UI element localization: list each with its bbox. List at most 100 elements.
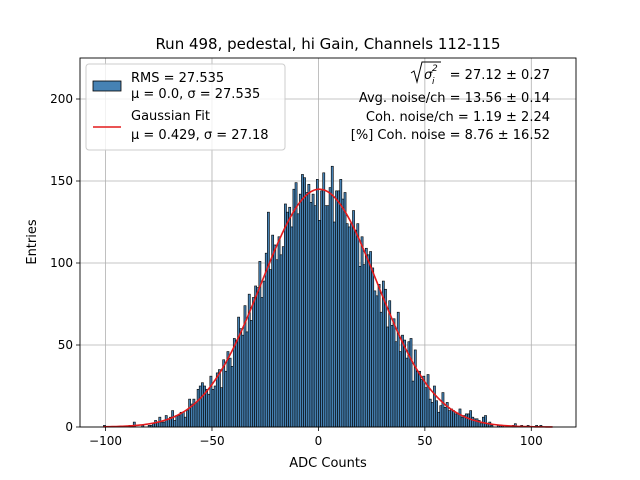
histogram-bar — [435, 400, 438, 428]
histogram-bar — [286, 211, 289, 428]
histogram-bar — [456, 413, 460, 428]
legend-box — [85, 63, 286, 151]
histogram-bar — [405, 357, 409, 428]
histogram-bar — [288, 206, 292, 428]
histogram-bar — [403, 339, 406, 428]
y-tick-label: 150 — [50, 174, 73, 188]
histogram-bar — [362, 264, 366, 428]
x-tick-label: 100 — [520, 434, 543, 448]
histogram-bar — [250, 320, 253, 428]
histogram-bar — [390, 325, 394, 428]
histogram-bar — [230, 366, 234, 428]
histogram-bar — [275, 259, 279, 428]
histogram-bar — [343, 192, 347, 428]
histogram-bar — [264, 252, 268, 428]
histogram-bar — [273, 244, 277, 428]
histogram-bar — [430, 402, 434, 428]
histogram-bar — [339, 179, 343, 428]
histogram-bar — [205, 388, 209, 428]
histogram-bar — [235, 339, 238, 428]
histogram-bar — [162, 421, 166, 428]
histogram-bar — [239, 328, 243, 428]
chart-title: Run 498, pedestal, hi Gain, Channels 112… — [155, 35, 500, 53]
histogram-bar — [279, 254, 283, 428]
histogram-bar — [367, 254, 370, 428]
histogram-bar — [454, 413, 458, 428]
histogram-bar — [160, 421, 164, 428]
histogram-bar — [467, 413, 470, 428]
histogram-bar — [426, 374, 430, 428]
histogram-bar — [207, 393, 211, 428]
x-axis-ticks: −100 −50 0 50 100 — [89, 427, 543, 448]
legend-histogram-stats: μ = 0.0, σ = 27.535 — [131, 87, 260, 102]
histogram-bar — [222, 359, 226, 428]
histogram-bar — [350, 223, 353, 428]
histogram-bar — [409, 338, 413, 428]
histogram-bar — [460, 416, 464, 428]
histogram-bar — [196, 388, 200, 428]
histogram-bar — [341, 198, 345, 428]
histogram-bar — [479, 423, 483, 428]
histogram-bar — [201, 382, 204, 428]
histogram-bar — [154, 420, 157, 428]
histogram-bar — [369, 251, 372, 428]
histogram-bar — [292, 188, 296, 428]
histogram-bar — [422, 375, 426, 428]
histogram-bar — [392, 318, 396, 428]
histogram-bar — [447, 410, 451, 428]
svg-text:i: i — [432, 77, 435, 87]
histogram-bar — [428, 398, 432, 428]
histogram-bar — [396, 311, 400, 428]
histogram-bar — [177, 415, 181, 428]
histogram-bar — [458, 408, 462, 428]
histogram-bar — [309, 202, 313, 428]
histogram-bar — [271, 234, 275, 428]
histogram-bar — [188, 398, 191, 428]
histogram-bar — [345, 223, 349, 428]
histogram-bar — [416, 370, 419, 428]
histogram-bar — [252, 297, 255, 428]
histogram-bar — [220, 387, 223, 428]
histogram-bar — [377, 284, 381, 428]
histogram-bar — [294, 182, 298, 428]
histogram-bar — [320, 190, 323, 428]
histogram-bar — [215, 372, 219, 428]
histogram-bar — [420, 379, 424, 428]
plot-frame — [79, 57, 577, 428]
histogram-bar — [267, 211, 270, 428]
histogram-bar — [418, 370, 421, 428]
histogram-bar — [152, 423, 155, 428]
histogram-bar — [256, 287, 260, 428]
histogram-bar — [181, 411, 185, 428]
histogram-bar — [373, 290, 377, 428]
histogram-bar — [213, 385, 217, 428]
histogram-bar — [354, 229, 358, 428]
svg-text:2: 2 — [432, 64, 438, 74]
y-tick-label: 200 — [50, 92, 73, 106]
y-tick-label: 50 — [58, 338, 73, 352]
sqrt-sigma-value: = 27.12 ± 0.27 — [450, 68, 550, 83]
histogram-bar — [262, 280, 266, 428]
coh-noise-percent-text: [%] Coh. noise = 8.76 ± 16.52 — [351, 128, 550, 143]
histogram-bar — [328, 187, 332, 428]
histogram-bar — [173, 420, 177, 428]
histogram-bar — [305, 192, 309, 428]
histogram-bar — [284, 203, 287, 428]
svg-text:σ: σ — [424, 68, 433, 83]
histogram-bar — [184, 416, 187, 428]
histogram-bar — [347, 226, 351, 428]
histogram-bar — [171, 410, 174, 428]
legend-histogram-swatch — [92, 80, 122, 92]
histogram-bar — [475, 418, 479, 428]
histogram-bar — [301, 174, 304, 428]
histogram-bar — [307, 183, 311, 428]
histogram-bar — [296, 213, 300, 428]
histogram-bar — [439, 405, 443, 428]
histogram-bar — [254, 285, 257, 428]
legend-fit-stats: μ = 0.429, σ = 27.18 — [131, 128, 269, 143]
histogram-bar — [394, 341, 398, 428]
histogram-bar — [224, 370, 228, 428]
histogram-bar — [326, 205, 330, 428]
histogram-bar — [388, 300, 392, 428]
